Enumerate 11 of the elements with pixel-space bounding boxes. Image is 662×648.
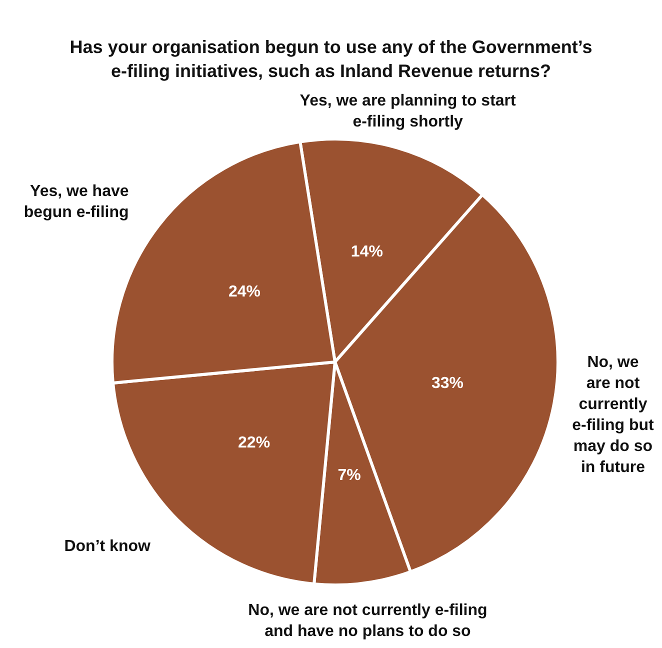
chart-title: Has your organisation begun to use any of the Government’s e-filing initiatives, such as Inland Revenue returns? bbox=[70, 37, 592, 81]
slice-label: No, we are not currently e-filing and have no plans to do so bbox=[248, 602, 488, 640]
data-label: 22% bbox=[238, 434, 270, 452]
data-label: 14% bbox=[350, 244, 383, 261]
data-label: 7% bbox=[338, 467, 361, 484]
data-label: 33% bbox=[431, 374, 464, 392]
slice-label: Don’t know bbox=[64, 538, 151, 556]
data-label: 24% bbox=[228, 283, 261, 300]
slice-label: Yes, we are planning to start e-filing shortly bbox=[300, 92, 517, 130]
slice-label: Yes, we have begun e-filing bbox=[24, 183, 129, 222]
slice-label: No, we are not currently e-filing but may do so in future bbox=[572, 354, 655, 476]
